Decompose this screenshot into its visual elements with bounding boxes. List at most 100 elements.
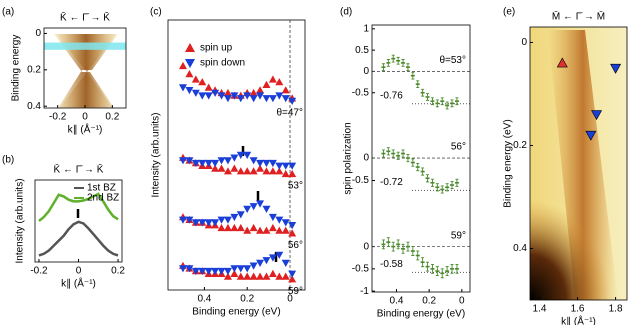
data-point [420, 91, 425, 94]
arpes-image-a [54, 34, 118, 108]
data-point [178, 84, 187, 92]
data-point [401, 152, 406, 155]
legend-label: 1st BZ [87, 183, 116, 194]
data-point [236, 95, 245, 103]
legend-label: 2nd BZ [87, 193, 119, 204]
data-point [185, 265, 194, 273]
data-point [268, 167, 277, 175]
panel-header: K̄ ← Γ̄ → K̄ [54, 163, 104, 176]
data-point [191, 267, 200, 276]
data-point [185, 216, 194, 224]
x-axis-label: Binding energy (eV) [192, 307, 280, 318]
x-tick-label: 0 [459, 296, 465, 307]
data-point [185, 87, 194, 95]
data-point [281, 219, 290, 227]
data-point [256, 164, 265, 172]
data-point [198, 92, 207, 100]
data-point [415, 166, 420, 168]
x-tick-label: 1.8 [609, 304, 623, 315]
data-point [425, 96, 430, 98]
curve [38, 192, 119, 222]
data-point [243, 167, 252, 175]
data-point [450, 268, 455, 270]
y-axis-label: Binding energy [11, 35, 22, 102]
panel-label: (a) [2, 7, 14, 18]
data-point [268, 75, 277, 83]
plot-frame [167, 19, 306, 291]
legend-label: spin down [200, 58, 245, 69]
panel-header: K̄ ← Γ̄ → K̄ [60, 11, 110, 24]
data-point [217, 92, 226, 100]
y-axis-label: Intensity (arb.units) [151, 112, 162, 197]
data-point [204, 159, 213, 168]
data-point [386, 241, 391, 243]
data-point [275, 216, 284, 224]
data-point [185, 157, 194, 165]
mean-label: -0.72 [380, 177, 403, 188]
data-point [381, 152, 386, 155]
legend-marker [185, 59, 195, 68]
y-tick-label: -1 [360, 286, 369, 297]
data-point [405, 66, 410, 68]
y-tick-label: 0.4 [27, 101, 41, 112]
data-point [249, 167, 258, 175]
data-point [381, 66, 386, 68]
x-tick-label: 0.2 [422, 296, 436, 307]
data-point [405, 245, 410, 248]
data-point [256, 86, 265, 94]
y-tick-label: -0.5 [352, 87, 370, 98]
marker [591, 110, 603, 121]
data-point [198, 267, 207, 276]
data-point [191, 75, 200, 83]
y-axis-label: Intensity (arb.units) [15, 178, 26, 263]
data-point [401, 62, 406, 64]
data-point [288, 222, 297, 230]
data-point [204, 83, 213, 91]
data-point [396, 155, 401, 157]
data-point [262, 272, 271, 280]
data-point [256, 159, 265, 168]
data-point [217, 157, 226, 165]
data-point [268, 269, 277, 277]
data-point [223, 272, 232, 280]
data-point [256, 259, 265, 267]
data-point [230, 213, 239, 222]
data-point [445, 270, 450, 272]
data-point [249, 95, 258, 103]
data-point [211, 219, 220, 227]
y-axis-label: spin polarization [343, 122, 354, 194]
angle-label: 59° [288, 286, 303, 297]
data-point [281, 169, 290, 178]
x-axis-label: Binding energy (eV) [377, 309, 465, 320]
data-point [420, 170, 425, 173]
data-point [275, 167, 284, 175]
data-point [281, 162, 290, 170]
x-tick-label: 0 [82, 112, 88, 123]
data-point [445, 186, 450, 189]
data-point [405, 157, 410, 159]
x-tick-label: 0.4 [197, 294, 211, 305]
legend-label: spin up [200, 43, 233, 54]
data-point [454, 268, 459, 270]
data-point [288, 275, 297, 283]
data-point [191, 89, 200, 97]
y-tick-label: 0.2 [27, 64, 41, 75]
data-point [454, 181, 459, 184]
data-point [249, 223, 258, 232]
data-point [430, 268, 435, 270]
data-point [410, 250, 415, 252]
data-point [281, 226, 290, 234]
y-tick-label: 0 [363, 66, 369, 77]
data-point [256, 226, 265, 234]
data-point [391, 57, 396, 60]
data-point [288, 169, 297, 178]
data-point [450, 184, 455, 186]
plot-frame [529, 26, 628, 301]
marker [556, 57, 568, 68]
x-tick-label: 0.2 [240, 294, 254, 305]
data-point [230, 223, 239, 232]
data-point [223, 157, 232, 165]
data-point [198, 159, 207, 168]
data-point [268, 223, 277, 232]
